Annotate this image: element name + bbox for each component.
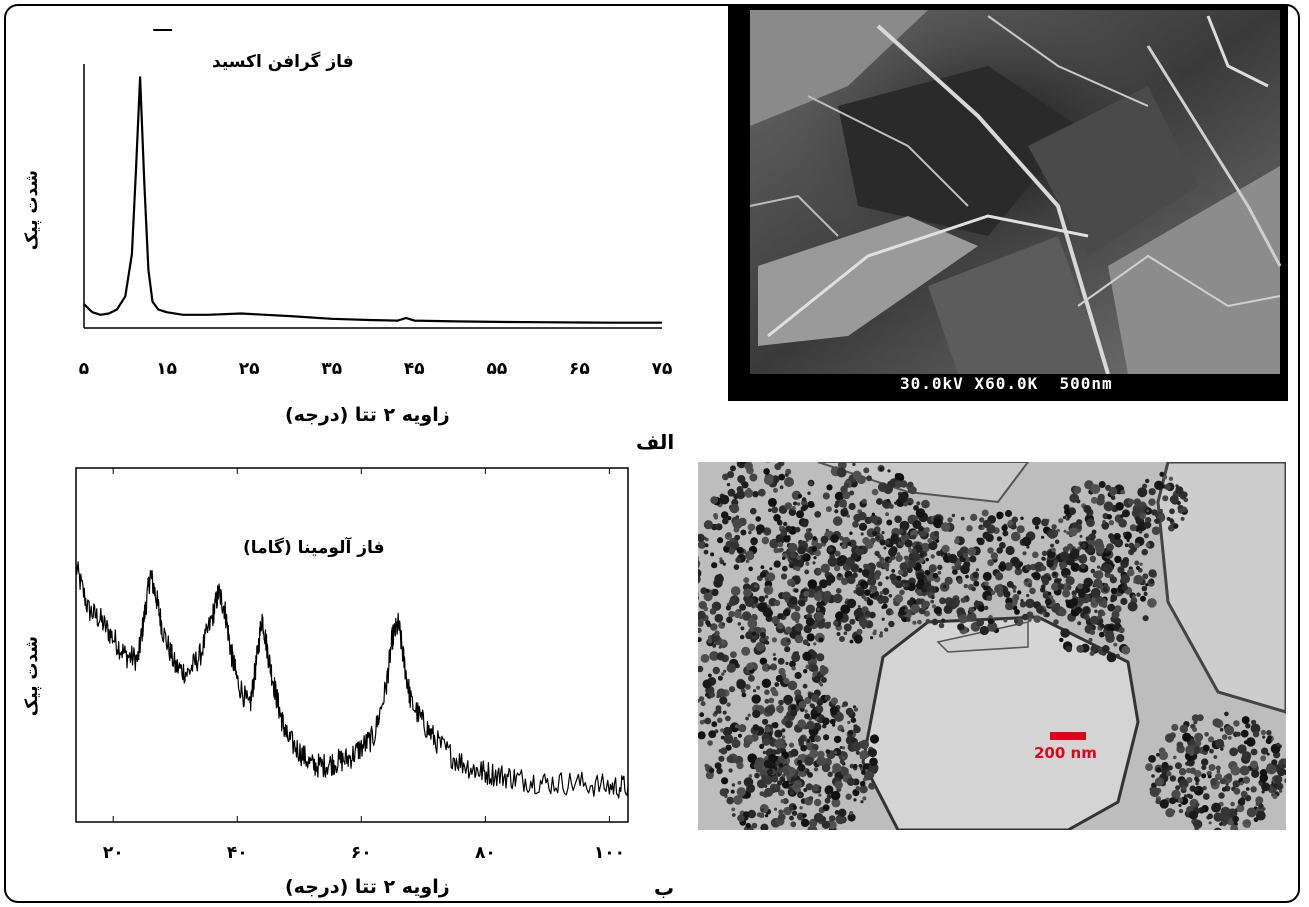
tem-micrograph: 200 nm [698,462,1286,830]
figure-frame [4,4,1300,903]
chart-b-y-axis-title: شدت پیک [22,636,42,717]
x-tick-label: ۵۵ [486,359,507,379]
chart-a-peak-annotation: فاز گرافن اکسید [212,52,354,72]
x-tick-label: ۱۰۰ [594,843,625,863]
panel-b-label: ب [654,876,675,900]
x-tick-label: ۱۵ [156,359,177,379]
x-tick-label: ۷۵ [652,359,673,379]
tem-particle-clusters [698,462,1286,830]
tem-scale-label: 200 nm [1034,744,1097,762]
x-tick-label: ۲۵ [239,359,260,379]
xrd-chart-a: ۵ ۱۵ ۲۵ ۳۵ ۴۵ ۵۵ ۶۵ ۷۵ [60,29,680,440]
x-tick-label: ۶۰ [351,843,372,863]
x-tick-label: ۴۵ [404,359,425,379]
series-line [75,561,629,799]
sem-image-icon [749,10,1282,401]
chart-b-x-axis-title: زاویه ۲ تتا (درجه) [285,876,450,898]
series-line [83,76,662,324]
x-tick-label: ۶۵ [569,359,590,379]
chart-a-x-axis-title: زاویه ۲ تتا (درجه) [285,404,450,426]
x-tick-label: ۳۵ [321,359,342,379]
chart-a-y-axis-title: شدت پیک [22,170,42,251]
sem-micrograph: 30.0kV X60.0K 500nm [728,6,1288,401]
x-tick-label: ۴۰ [227,843,248,863]
plot-frame [75,467,629,823]
xrd-chart-b: ۲۰ ۴۰ ۶۰ ۸۰ ۱۰۰ [60,460,680,880]
sem-caption: 30.0kV X60.0K 500nm [900,374,1113,393]
x-tick-label: ۸۰ [475,843,496,863]
xrd-chart-a-svg: ۵ ۱۵ ۲۵ ۳۵ ۴۵ ۵۵ ۶۵ ۷۵ [79,29,673,379]
scale-bar [1050,732,1086,740]
tem-image-icon [698,462,1286,830]
xrd-chart-b-svg: ۲۰ ۴۰ ۶۰ ۸۰ ۱۰۰ [75,467,629,863]
chart-b-phase-annotation: فاز آلومینا (گاما) [243,538,385,558]
x-tick-label: ۲۰ [103,843,124,863]
panel-a-label: الف [636,430,675,454]
x-tick-label: ۵ [79,359,89,379]
